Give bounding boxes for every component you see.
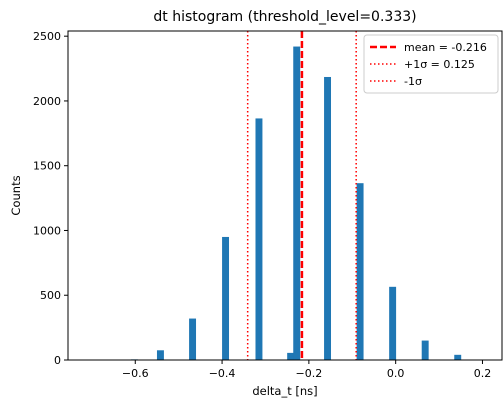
histogram-bar: [356, 183, 364, 360]
legend-label: -1σ: [404, 75, 422, 88]
legend-label: +1σ = 0.125: [404, 58, 475, 71]
legend-box: [363, 34, 499, 94]
histogram-bar: [293, 46, 301, 361]
x-tick-label: −0.2: [296, 367, 323, 380]
histogram-bar: [287, 352, 295, 360]
histogram-bar: [421, 340, 429, 360]
legend: mean = -0.216 +1σ = 0.125 -1σ: [363, 34, 499, 94]
histogram-bar: [189, 318, 197, 360]
x-tick-label: 0.2: [474, 367, 492, 380]
y-tick-label: 2000: [33, 95, 61, 108]
x-tick-label: −0.4: [209, 367, 236, 380]
plot-area: −0.6 −0.4 −0.2 0.0 0.2 0 500 1000 1500 2000 2500: [33, 30, 503, 380]
histogram-bar: [222, 236, 230, 360]
chart-title: dt histogram (threshold_level=0.333): [153, 9, 416, 25]
legend-label: mean = -0.216: [404, 41, 487, 54]
histogram-bar: [255, 118, 263, 361]
y-tick-label: 1500: [33, 160, 61, 173]
axes-frame: [67, 30, 503, 361]
y-tick-label: 1000: [33, 224, 61, 237]
y-tick-label: 2500: [33, 30, 61, 43]
histogram-bar: [454, 354, 462, 360]
histogram-bar: [156, 350, 164, 360]
y-axis-label: Counts: [9, 175, 23, 215]
histogram-bar: [389, 286, 397, 360]
x-tick-label: −0.6: [122, 367, 149, 380]
x-tick-label: 0.0: [387, 367, 405, 380]
y-tick-label: 500: [40, 289, 61, 302]
x-axis-label: delta_t [ns]: [252, 384, 317, 398]
y-tick-label: 0: [54, 354, 61, 367]
histogram-bar: [324, 76, 332, 360]
